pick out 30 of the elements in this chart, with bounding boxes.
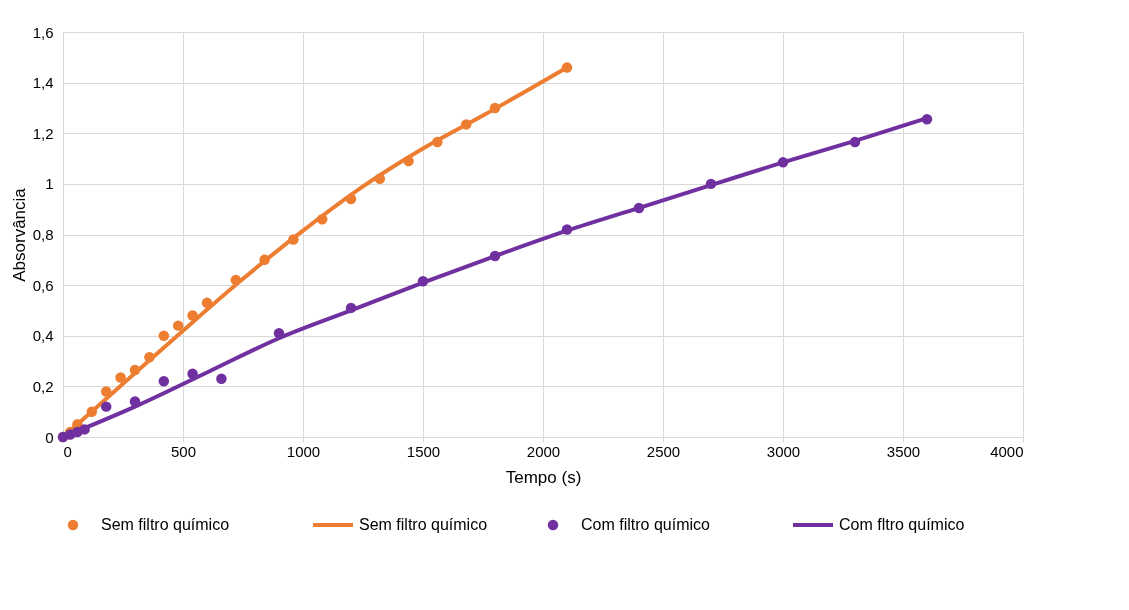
legend-label: Com filtro químico bbox=[581, 516, 711, 533]
x-tick-label: 4000 bbox=[990, 442, 1024, 460]
y-tick-label: 1,6 bbox=[32, 23, 54, 41]
x-tick-label: 1500 bbox=[406, 442, 441, 460]
point bbox=[158, 376, 170, 387]
x-axis-title: Tempo (s) bbox=[505, 467, 582, 487]
point bbox=[158, 330, 170, 341]
legend-label: Sem filtro químico bbox=[359, 516, 488, 533]
x-tick-label: 2500 bbox=[646, 442, 681, 460]
point bbox=[115, 372, 126, 383]
x-tick-label: 3000 bbox=[766, 442, 801, 460]
legend-label: Com fltro químico bbox=[839, 516, 965, 533]
x-tick-label: 1000 bbox=[286, 442, 321, 460]
x-tick-label: 2000 bbox=[526, 442, 561, 460]
y-tick-label: 0 bbox=[45, 428, 54, 446]
x-tick-label: 0 bbox=[63, 442, 72, 460]
x-tick-label: 3500 bbox=[886, 442, 921, 460]
x-tick-label: 500 bbox=[170, 442, 197, 460]
y-axis-title: Absorvância bbox=[9, 187, 29, 282]
y-tick-label: 0,2 bbox=[32, 377, 54, 395]
y-tick-label: 0,8 bbox=[32, 226, 54, 243]
point bbox=[172, 320, 184, 331]
y-tick-label: 1 bbox=[45, 175, 54, 193]
y-tick-label: 0,6 bbox=[32, 276, 54, 294]
legend-label: Sem filtro químico bbox=[101, 516, 230, 533]
y-tick-label: 0,4 bbox=[32, 327, 54, 345]
y-tick-label: 1,2 bbox=[32, 124, 54, 142]
y-tick-label: 1,4 bbox=[32, 74, 54, 92]
point bbox=[100, 401, 112, 412]
point bbox=[216, 373, 227, 385]
